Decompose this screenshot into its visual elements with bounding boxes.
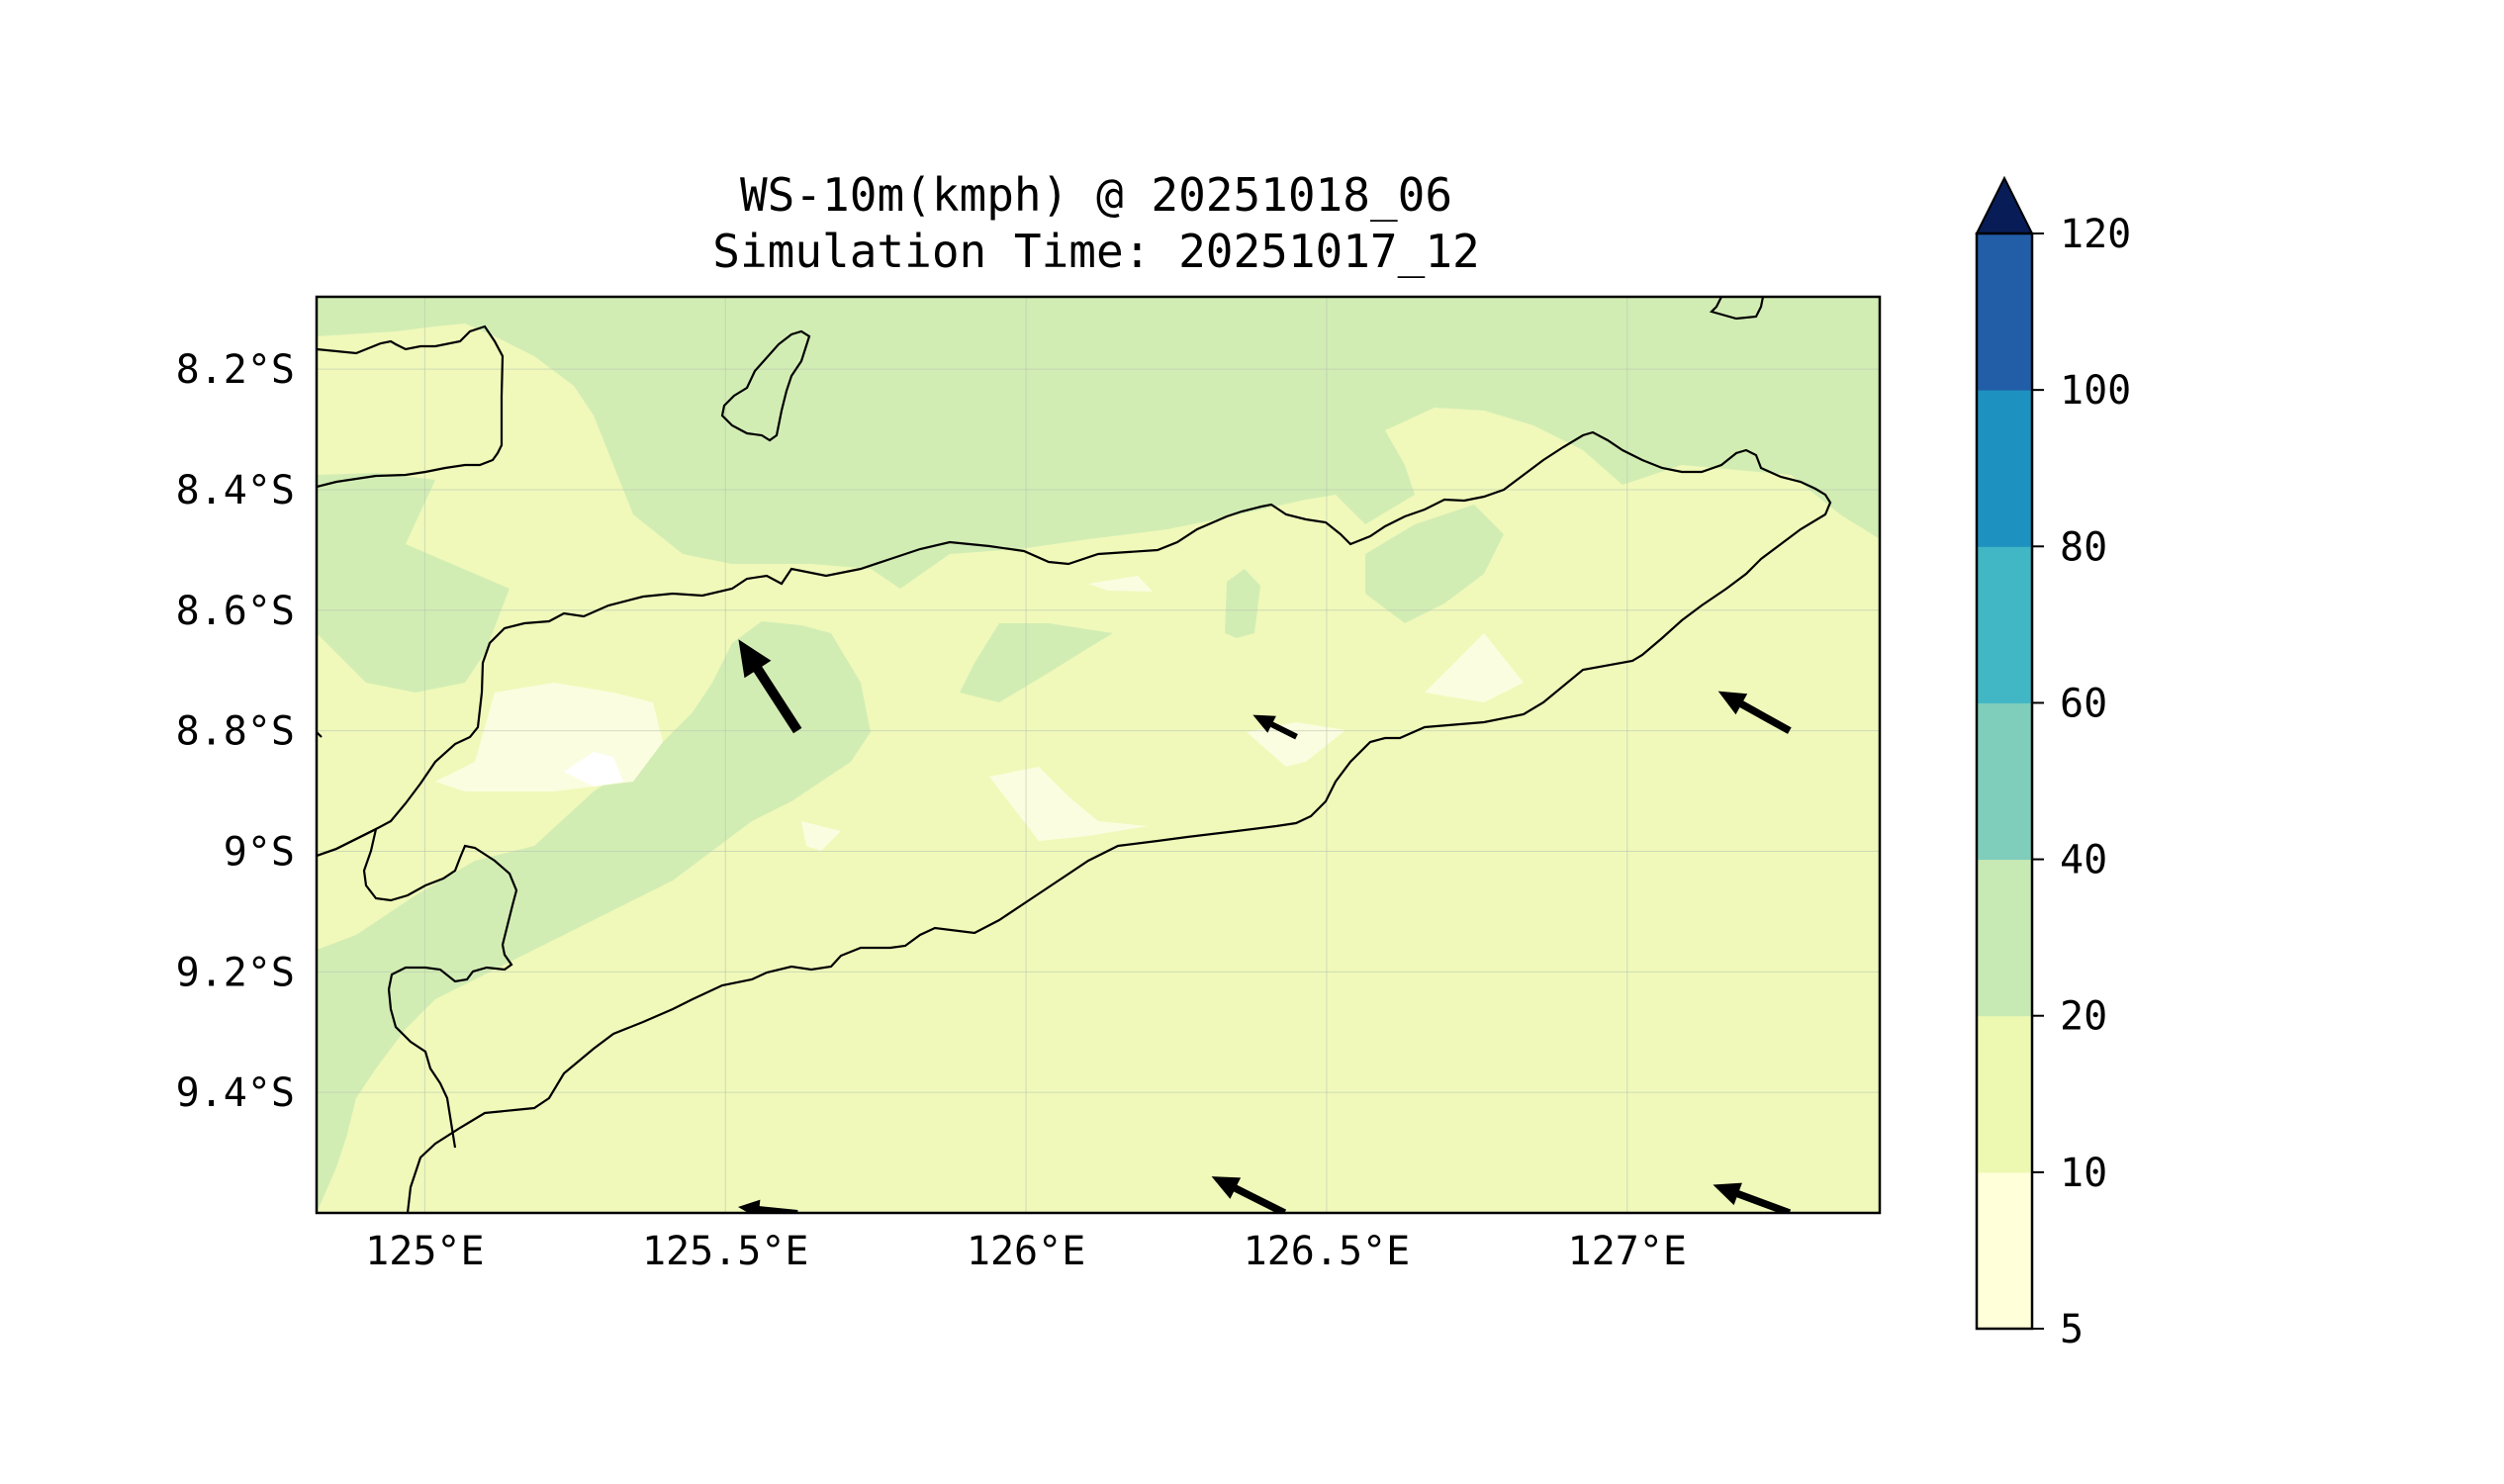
pocket-central [989,767,1148,841]
coastline-northeast-islet [1709,297,1765,321]
colorbar-tick-label: 40 [2060,838,2107,883]
contour-west-coast [317,473,510,693]
colorbar-segment [1977,1015,2032,1173]
lon-tick-label: 127°E [1568,1229,1687,1274]
colorbar-extend-arrow [1975,175,2034,234]
colorbar-segment [1977,1171,2032,1330]
pocket-mid [1247,722,1345,767]
colorbar-segment [1977,546,2032,703]
wind-arrow [1211,1176,1287,1213]
coastlines [317,297,1832,1213]
wind-arrow [738,1199,798,1213]
pocket-north [1088,576,1153,592]
longitude-axis: 125°E 125.5°E 126°E 126.5°E 127°E [365,1229,1687,1274]
lat-tick-label: 8.6°S [176,589,295,634]
lat-tick-label: 8.4°S [176,468,295,513]
contour-northern-sea [317,297,1880,589]
coastline-timor-north [317,430,1832,1213]
coastline-timor-west-inlet [317,826,518,1149]
contour-small-patch [1225,569,1260,638]
colorbar-segment [1977,859,2032,1017]
colorbar-tick-label: 5 [2060,1307,2084,1352]
pocket-east [1425,633,1524,702]
lat-tick-label: 9.4°S [176,1070,295,1116]
colorbar-tick-label: 80 [2060,524,2107,570]
colorbar: 5 10 20 40 60 80 100 120 [1975,175,2131,1352]
lon-tick-label: 125.5°E [642,1229,809,1274]
colorbar-tick-label: 10 [2060,1151,2107,1196]
colorbar-segment [1977,233,2032,391]
map-panel [317,297,1880,1213]
map-title-line2: Simulation Time: 20251017_12 [712,225,1479,278]
colorbar-tick-label: 120 [2060,212,2131,257]
lat-tick-label: 8.2°S [176,347,295,393]
colorbar-tick-label: 100 [2060,368,2131,414]
colorbar-tick-label: 60 [2060,681,2107,726]
coastline-north-island-west [317,325,505,489]
wind-arrows [738,639,1792,1213]
map-gridlines [317,297,1880,1213]
wind-arrow [1252,714,1298,740]
pocket-small [801,821,841,851]
colorbar-segment [1977,702,2032,861]
lon-tick-label: 126.5°E [1244,1229,1411,1274]
lon-tick-label: 126°E [967,1229,1085,1274]
map-title-line1: WS-10m(kmph) @ 20251018_06 [740,168,1452,222]
wind-arrow [1713,1182,1792,1213]
lat-tick-label: 8.8°S [176,709,295,755]
wind-arrow [1717,691,1792,734]
colorbar-frame [1975,232,2034,1331]
wind-arrow [738,639,802,734]
lat-tick-label: 9°S [224,829,295,875]
pocket-white [564,752,623,787]
colorbar-segment [1977,390,2032,547]
lon-tick-label: 125°E [365,1229,484,1274]
wind-speed-contours [317,297,1880,1213]
map-frame [315,295,1882,1215]
contour-central-patch [960,623,1113,702]
coastline-atauro-island [720,329,811,442]
lat-tick-label: 9.2°S [176,950,295,995]
contour-east-ridge [1365,505,1504,623]
latitude-axis: 8.2°S 8.4°S 8.6°S 8.8°S 9°S 9.2°S 9.4°S [176,347,295,1116]
colorbar-tick-label: 20 [2060,994,2107,1040]
contour-southwest-land [317,621,871,1213]
